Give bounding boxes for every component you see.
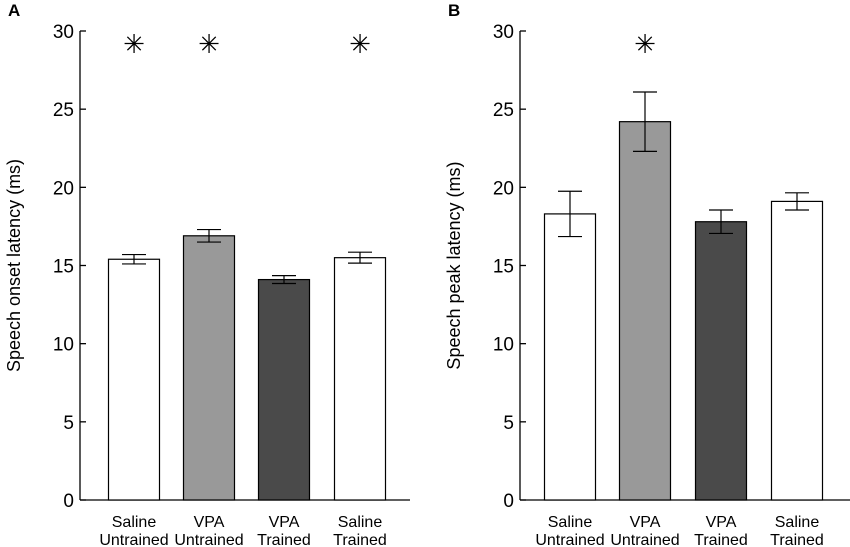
category-label-line2: Untrained	[610, 532, 679, 547]
chart-panel-a: A 0 5 10 15 20 25 30 Speech onset latency (ms) ✳ S…	[4, 1, 410, 547]
bar	[618, 121, 672, 501]
panel-label: B	[448, 1, 460, 20]
bar	[694, 221, 748, 501]
category-label-line2: Trained	[257, 532, 311, 547]
y-tick-label: 0	[63, 491, 74, 512]
y-tick-label: 5	[503, 413, 514, 434]
bar	[182, 235, 236, 501]
category-label-line2: Trained	[333, 532, 387, 547]
category-label-line1: VPA	[194, 514, 225, 531]
category-label-line1: Saline	[775, 514, 820, 531]
bar	[257, 278, 311, 501]
category-label-line1: VPA	[706, 514, 737, 531]
y-tick-label: 20	[493, 178, 514, 199]
bar	[107, 258, 161, 501]
category-label-line2: Untrained	[99, 532, 168, 547]
category-label-line2: Untrained	[174, 532, 243, 547]
y-axis-label: Speech onset latency (ms)	[4, 159, 24, 372]
panel-label: A	[8, 1, 20, 20]
y-axis-label: Speech peak latency (ms)	[444, 161, 464, 369]
y-tick-label: 30	[493, 22, 514, 43]
category-label-line2: Trained	[770, 532, 824, 547]
category-label-line1: VPA	[630, 514, 661, 531]
significance-asterisk: ✳	[349, 30, 371, 60]
significance-asterisk: ✳	[198, 30, 220, 60]
significance-asterisk: ✳	[123, 30, 145, 60]
bar	[333, 257, 387, 501]
y-tick-label: 25	[493, 100, 514, 121]
bar	[770, 200, 824, 501]
category-label-line1: Saline	[338, 514, 383, 531]
y-tick-label: 0	[503, 491, 514, 512]
y-tick-label: 20	[53, 178, 74, 199]
y-tick-label: 10	[53, 335, 74, 356]
significance-asterisk: ✳	[634, 30, 656, 60]
y-tick-label: 15	[53, 257, 74, 278]
chart-panel-b: B 0 5 10 15 20 25 30 Speech peak latency (ms) Sal…	[444, 1, 850, 547]
y-tick-label: 15	[493, 257, 514, 278]
category-label-line1: VPA	[269, 514, 300, 531]
category-label-line1: Saline	[548, 514, 593, 531]
category-label-line2: Untrained	[535, 532, 604, 547]
y-tick-label: 5	[63, 413, 74, 434]
category-label-line1: Saline	[112, 514, 157, 531]
y-tick-label: 10	[493, 335, 514, 356]
y-tick-label: 25	[53, 100, 74, 121]
bar	[543, 213, 597, 501]
category-label-line2: Trained	[694, 532, 748, 547]
y-tick-label: 30	[53, 22, 74, 43]
